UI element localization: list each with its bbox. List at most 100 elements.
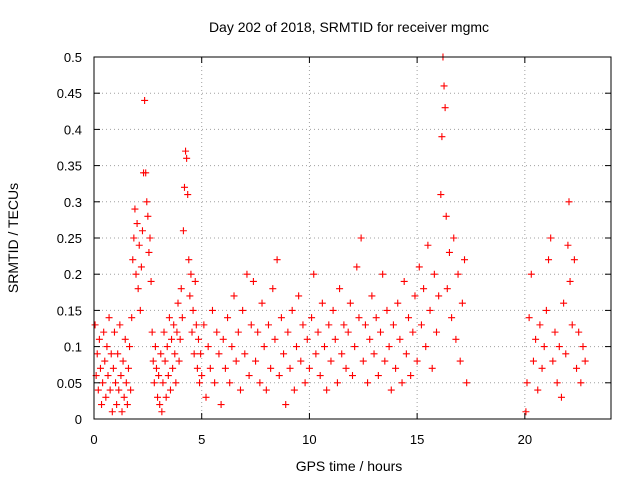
data-point: [411, 292, 419, 300]
data-point: [120, 393, 128, 401]
data-point: [370, 350, 378, 358]
data-point: [353, 263, 361, 271]
data-point: [570, 256, 578, 264]
data-point: [213, 328, 221, 336]
data-point: [177, 285, 185, 293]
data-point: [148, 328, 156, 336]
data-point: [527, 270, 535, 278]
data-point: [450, 234, 458, 242]
data-point: [182, 147, 190, 155]
data-point: [538, 364, 546, 372]
data-point: [579, 343, 587, 351]
data-point: [96, 364, 104, 372]
data-point: [178, 314, 186, 322]
data-point: [377, 328, 385, 336]
data-point: [430, 270, 438, 278]
data-point: [379, 270, 387, 278]
data-point: [534, 386, 542, 394]
data-point: [154, 393, 162, 401]
data-point: [247, 321, 255, 329]
data-point: [275, 372, 283, 380]
data-point: [280, 350, 288, 358]
data-point: [103, 343, 111, 351]
data-point: [581, 357, 589, 365]
data-point: [264, 321, 272, 329]
data-point: [428, 364, 436, 372]
data-point: [277, 314, 285, 322]
data-point: [94, 386, 102, 394]
data-point: [149, 357, 157, 365]
data-point: [555, 343, 563, 351]
y-tick-label: 0.1: [64, 340, 82, 355]
data-point: [100, 328, 108, 336]
data-point: [573, 364, 581, 372]
data-point: [164, 372, 172, 380]
data-point: [463, 379, 471, 387]
data-point: [239, 306, 247, 314]
data-point: [426, 306, 434, 314]
data-point: [123, 401, 131, 409]
data-point: [565, 198, 573, 206]
data-point: [121, 335, 129, 343]
data-point: [221, 364, 229, 372]
data-point: [433, 328, 441, 336]
data-point: [135, 241, 143, 249]
data-point: [151, 343, 159, 351]
data-point: [95, 335, 103, 343]
data-point: [392, 364, 400, 372]
data-point: [364, 379, 372, 387]
data-point: [197, 350, 205, 358]
data-point: [420, 285, 428, 293]
data-point: [267, 364, 275, 372]
data-point: [106, 386, 114, 394]
data-point: [122, 379, 130, 387]
chart-title: Day 202 of 2018, SRMTID for receiver mgm…: [209, 19, 489, 35]
data-point: [387, 386, 395, 394]
data-point: [138, 227, 146, 235]
data-point: [342, 364, 350, 372]
data-point: [245, 372, 253, 380]
data-point: [241, 350, 249, 358]
data-point: [185, 256, 193, 264]
data-point: [310, 270, 318, 278]
data-point: [126, 343, 134, 351]
data-point: [308, 314, 316, 322]
data-point: [115, 386, 123, 394]
x-tick-label: 15: [410, 432, 424, 447]
data-point: [562, 350, 570, 358]
grid-lines: [94, 57, 611, 419]
data-point: [340, 321, 348, 329]
data-point: [130, 234, 138, 242]
data-point: [409, 328, 417, 336]
y-tick-label: 0.15: [57, 303, 82, 318]
data-point: [243, 270, 251, 278]
data-point: [316, 372, 324, 380]
y-tick-label: 0.35: [57, 159, 82, 174]
data-point: [152, 364, 160, 372]
data-point: [361, 321, 369, 329]
data-point: [196, 379, 204, 387]
data-point: [368, 292, 376, 300]
data-point: [443, 285, 451, 293]
data-point: [286, 364, 294, 372]
data-point: [189, 306, 197, 314]
data-point: [437, 191, 445, 199]
y-tick-label: 0: [75, 412, 82, 427]
data-point: [183, 154, 191, 162]
data-point: [179, 227, 187, 235]
data-point: [127, 386, 135, 394]
data-point: [312, 350, 320, 358]
data-point: [435, 292, 443, 300]
data-point: [133, 220, 141, 228]
data-point: [124, 364, 132, 372]
data-point: [131, 205, 139, 213]
data-point: [282, 401, 290, 409]
data-point: [417, 321, 425, 329]
data-point: [396, 335, 404, 343]
data-point: [269, 285, 277, 293]
data-point: [193, 364, 201, 372]
data-point: [553, 379, 561, 387]
data-point: [424, 241, 432, 249]
data-point: [117, 372, 125, 380]
data-point: [134, 285, 142, 293]
